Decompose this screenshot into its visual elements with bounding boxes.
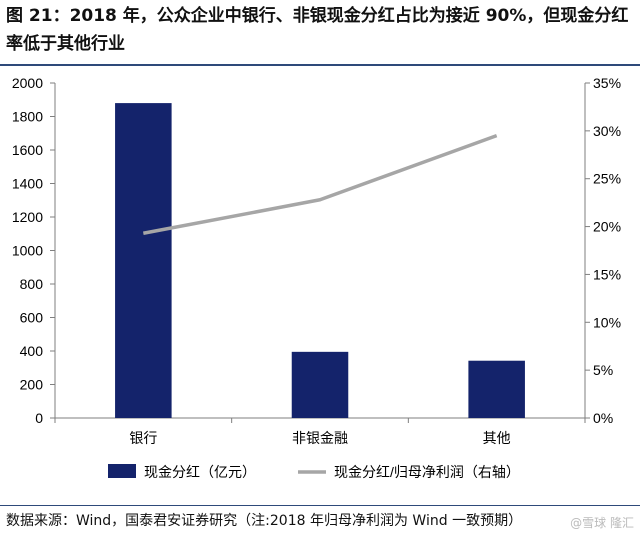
y-right-tick-label: 0% (593, 410, 613, 426)
y-left-tick-label: 1200 (12, 209, 43, 225)
y-left-tick-label: 800 (20, 276, 44, 292)
y-right-tick-label: 25% (593, 171, 621, 187)
y-right-tick-label: 15% (593, 266, 621, 282)
legend-bar-label: 现金分红（亿元） (144, 464, 256, 480)
legend-bar-swatch (108, 464, 136, 478)
source-note: 数据来源：Wind，国泰君安证券研究（注:2018 年归母净利润为 Wind 一… (6, 513, 523, 529)
y-left-tick-label: 600 (20, 310, 44, 326)
bar (115, 103, 172, 418)
y-left-tick-label: 1600 (12, 142, 43, 158)
bar (291, 351, 349, 418)
y-left-tick-label: 400 (20, 343, 44, 359)
y-left-tick-label: 1800 (12, 109, 43, 125)
y-left-tick-label: 1400 (12, 176, 43, 192)
legend: 现金分红（亿元） 现金分红/归母净利润（右轴） (108, 464, 520, 480)
y-right-tick-label: 10% (593, 314, 621, 330)
x-tick-label: 银行 (129, 430, 157, 446)
x-tick-label: 其他 (483, 430, 511, 446)
tick-labels: 0 200 400 600 800 1000 1200 1400 1600 1800 2000 0% 5… (12, 75, 621, 446)
y-left-tick-label: 2000 (12, 75, 43, 91)
y-right-tick-label: 5% (593, 362, 613, 378)
watermark: @雪球 隆汇 (570, 516, 634, 530)
legend-line-label: 现金分红/归母净利润（右轴） (334, 464, 520, 480)
y-right-tick-label: 35% (593, 75, 621, 91)
x-tick-label: 非银金融 (292, 430, 348, 446)
y-left-tick-label: 0 (35, 410, 43, 426)
bar-series (115, 103, 525, 418)
y-left-tick-label: 1000 (12, 243, 43, 259)
line-series-path (143, 133, 498, 235)
y-left-tick-label: 200 (20, 377, 44, 393)
chart-title: 图 21：2018 年，公众企业中银行、非银现金分红占比为接近 90%，但现金分… (6, 6, 629, 54)
bar (468, 360, 525, 418)
chart-area: 0 200 400 600 800 1000 1200 1400 1600 1800 2000 0% 5… (12, 75, 621, 480)
y-right-tick-label: 30% (593, 123, 621, 139)
y-right-tick-label: 20% (593, 219, 621, 235)
title-divider (0, 64, 640, 66)
line-series (143, 133, 498, 235)
footer-divider (0, 505, 640, 506)
